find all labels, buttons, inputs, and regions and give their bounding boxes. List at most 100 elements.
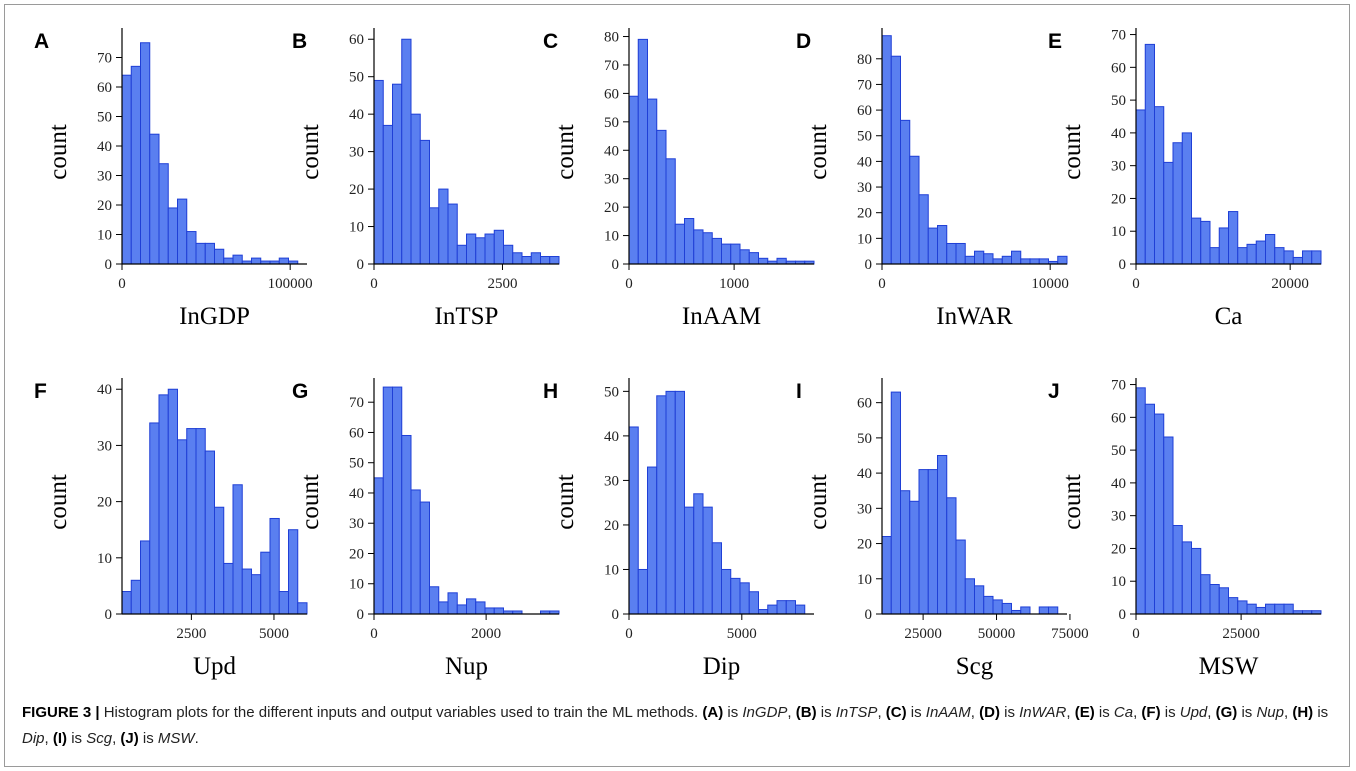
x-tick-label: 20000 [1271, 276, 1309, 292]
y-tick-label: 10 [1111, 224, 1126, 240]
histogram-bar [955, 539, 966, 615]
caption-label: FIGURE 3 | [22, 704, 100, 721]
histogram-bar [1163, 161, 1174, 265]
y-axis-title: count [45, 474, 72, 530]
histogram-bar [721, 568, 732, 615]
histogram-panel-A: 0 10 20 30 40 50 60 70 0 100000 InGDP count A [34, 28, 313, 330]
y-tick-label: 20 [1111, 541, 1126, 557]
histogram-bar [927, 469, 938, 615]
histogram-bar [214, 506, 225, 615]
histogram-bar [278, 591, 289, 615]
y-axis-title: count [1059, 474, 1086, 530]
histogram-bar [1218, 227, 1229, 265]
caption-parts: (A) is InGDP, (B) is InTSP, (C) is InAAM… [22, 704, 1329, 747]
y-tick-label: 70 [349, 395, 364, 411]
histogram-bar [647, 466, 658, 615]
histogram-bar [1218, 587, 1229, 615]
histogram-bar [410, 113, 421, 265]
histogram-bar [195, 428, 206, 615]
histogram-bar [1163, 436, 1174, 615]
y-tick-label: 10 [604, 562, 619, 578]
histogram-bar [776, 257, 787, 265]
histogram-bar [195, 242, 206, 265]
y-tick-label: 10 [1111, 574, 1126, 590]
y-tick-label: 0 [865, 607, 873, 623]
histogram-bar [251, 257, 262, 265]
histogram-bar [881, 536, 892, 615]
x-axis-title: MSW [1199, 653, 1259, 680]
histogram-bar [149, 422, 160, 615]
histogram-bar [739, 249, 750, 265]
histogram-bar [881, 35, 892, 265]
y-tick-label: 80 [604, 30, 619, 46]
y-tick-label: 30 [349, 516, 364, 532]
histogram-bar [484, 607, 495, 615]
histogram-bar [785, 600, 796, 615]
y-tick-label: 10 [349, 220, 364, 236]
histogram-bar [1274, 247, 1285, 265]
histogram-bar [419, 501, 430, 615]
histogram-bar [776, 600, 787, 615]
caption-panel-ref: (C) [885, 704, 907, 721]
x-axis-title: InWAR [936, 303, 1013, 330]
caption-variable: InWAR [1019, 704, 1067, 721]
y-tick-label: 50 [1111, 443, 1126, 459]
histogram-bar [1172, 142, 1183, 265]
histogram-bar [711, 542, 722, 615]
histogram-bar [665, 390, 676, 615]
histogram-bar [1209, 247, 1220, 265]
y-tick-label: 10 [857, 231, 872, 247]
histogram-bar [260, 551, 271, 615]
y-tick-label: 0 [1119, 257, 1127, 273]
panel-letter: E [1048, 30, 1062, 53]
histogram-bar [927, 227, 938, 265]
histogram-bar [177, 198, 188, 265]
histogram-bar [1154, 413, 1165, 615]
y-tick-label: 30 [604, 172, 619, 188]
histogram-bar [1228, 211, 1239, 265]
histogram-bar [223, 257, 234, 265]
panel-letter: A [34, 30, 49, 53]
y-tick-label: 70 [857, 77, 872, 93]
histogram-panel-C: 0 10 20 30 40 50 60 70 80 0 1000 InAAM count C [543, 28, 815, 330]
x-axis-title: Nup [445, 653, 488, 680]
histogram-bar [1200, 220, 1211, 265]
y-tick-label: 30 [97, 438, 112, 454]
histogram-bar [748, 591, 759, 615]
y-tick-label: 40 [1111, 126, 1126, 142]
histogram-bar [1048, 606, 1059, 615]
y-tick-label: 80 [857, 52, 872, 68]
panel-letter: H [543, 380, 558, 403]
y-tick-label: 60 [97, 80, 112, 96]
panel-letter: F [34, 380, 47, 403]
y-tick-label: 60 [349, 425, 364, 441]
x-tick-label: 0 [118, 276, 126, 292]
histogram-bar [223, 562, 234, 615]
histogram-bar [382, 124, 393, 265]
y-tick-label: 50 [857, 129, 872, 145]
histogram-bar [1255, 606, 1266, 615]
histogram-panel-G: 0 10 20 30 40 50 60 70 0 2000 Nup count G [292, 378, 560, 680]
histogram-bar [466, 233, 477, 265]
y-tick-label: 20 [857, 206, 872, 222]
y-tick-label: 40 [1111, 476, 1126, 492]
y-tick-label: 40 [97, 139, 112, 155]
histogram-bar [1181, 132, 1192, 265]
histogram-bar [721, 243, 732, 265]
histogram-bar [974, 250, 985, 265]
histogram-bar [684, 218, 695, 265]
histogram-bar [392, 386, 403, 615]
histogram-bar [438, 188, 449, 265]
histogram-bar [937, 454, 948, 615]
histogram-bar [656, 129, 667, 265]
histogram-bar [1246, 603, 1257, 615]
x-tick-label: 100000 [268, 276, 313, 292]
y-tick-label: 20 [97, 495, 112, 511]
y-tick-label: 0 [865, 257, 873, 273]
histogram-bar [1191, 217, 1202, 265]
histogram-bar [392, 83, 403, 265]
histogram-bar [456, 604, 467, 615]
histogram-bar [1283, 603, 1294, 615]
x-tick-label: 0 [1132, 276, 1140, 292]
histogram-bar [130, 65, 141, 265]
